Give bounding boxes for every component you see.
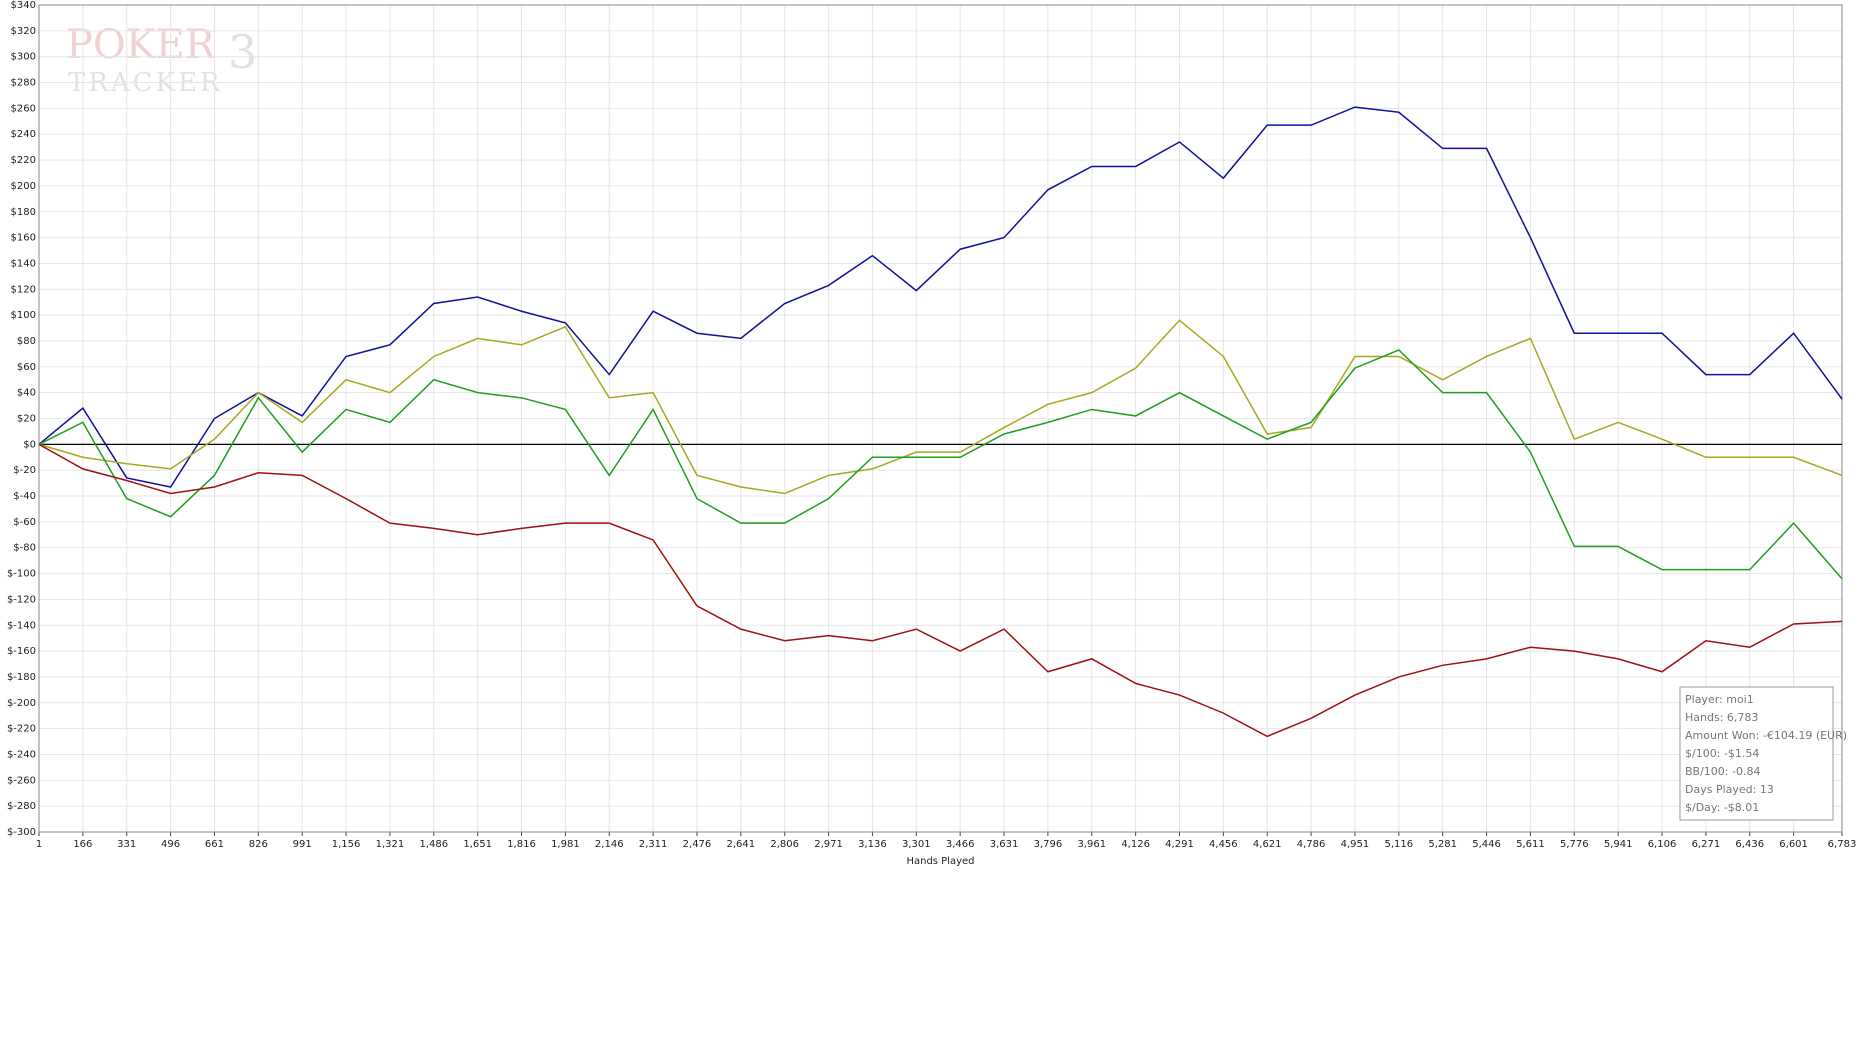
x-tick-label: 6,106	[1648, 839, 1677, 850]
x-tick-label: 4,456	[1209, 839, 1238, 850]
info-line: Player: moi1	[1685, 693, 1754, 706]
watermark-text: POKER	[66, 22, 217, 68]
x-tick-label: 6,783	[1828, 839, 1857, 850]
x-tick-label: 5,281	[1428, 839, 1457, 850]
watermark-version: 3	[228, 25, 257, 79]
x-tick-label: 6,601	[1779, 839, 1808, 850]
y-tick-label: $100	[11, 310, 36, 321]
x-tick-label: 2,971	[814, 839, 843, 850]
x-tick-label: 826	[249, 839, 268, 850]
y-tick-label: $-200	[7, 698, 36, 709]
x-axis-label: Hands Played	[906, 856, 974, 867]
y-tick-label: $-120	[7, 594, 36, 605]
y-tick-label: $220	[11, 155, 36, 166]
y-tick-label: $-140	[7, 620, 36, 631]
y-tick-label: $-220	[7, 724, 36, 735]
series-line	[38, 106, 1843, 488]
x-tick-label: 6,271	[1692, 839, 1721, 850]
y-tick-label: $-100	[7, 569, 36, 580]
y-tick-label: $340	[11, 0, 36, 11]
series-line	[38, 319, 1843, 495]
x-tick-label: 1	[36, 839, 42, 850]
x-tick-label: 2,476	[683, 839, 712, 850]
x-tick-label: 4,951	[1341, 839, 1370, 850]
info-box: Player: moi1 Hands: 6,783 Amount Won: -€10…	[1679, 686, 1847, 821]
y-tick-label: $160	[11, 233, 36, 244]
x-tick-label: 2,641	[727, 839, 756, 850]
plot-frame	[38, 4, 1843, 833]
x-tick-label: 3,631	[990, 839, 1019, 850]
x-tick-label: 5,776	[1560, 839, 1589, 850]
y-tick-label: $-240	[7, 749, 36, 760]
x-tick-label: 331	[117, 839, 136, 850]
x-tick-label: 4,126	[1121, 839, 1150, 850]
x-tick-label: 2,806	[770, 839, 799, 850]
x-tick-label: 3,796	[1034, 839, 1063, 850]
info-line: $/Day: -$8.01	[1685, 801, 1759, 814]
y-tick-label: $40	[17, 388, 36, 399]
y-tick-label: $300	[11, 52, 36, 63]
x-tick-label: 5,116	[1385, 839, 1414, 850]
x-tick-label: 1,651	[463, 839, 492, 850]
y-tick-label: $60	[17, 362, 36, 373]
x-tick-label: 3,136	[858, 839, 887, 850]
y-tick-label: $-80	[13, 543, 36, 554]
x-tick-label: 991	[293, 839, 312, 850]
y-tick-label: $-300	[7, 827, 36, 838]
y-tick-label: $-180	[7, 672, 36, 683]
x-tick-label: 5,446	[1472, 839, 1501, 850]
series-line	[38, 443, 1843, 738]
x-tick-label: 166	[73, 839, 92, 850]
x-tick-label: 3,466	[946, 839, 975, 850]
y-tick-label: $260	[11, 103, 36, 114]
info-line: $/100: -$1.54	[1685, 747, 1759, 760]
info-line: Hands: 6,783	[1685, 711, 1758, 724]
y-tick-label: $180	[11, 207, 36, 218]
info-line: Days Played: 13	[1685, 783, 1774, 796]
y-tick-label: $200	[11, 181, 36, 192]
y-tick-label: $-60	[13, 517, 36, 528]
x-tick-label: 1,981	[551, 839, 580, 850]
y-tick-label: $-160	[7, 646, 36, 657]
info-line: Amount Won: -€104.19 (EUR)	[1685, 729, 1847, 742]
y-tick-label: $-260	[7, 775, 36, 786]
x-tick-label: 4,291	[1165, 839, 1194, 850]
x-tick-label: 4,786	[1297, 839, 1326, 850]
x-tick-label: 4,621	[1253, 839, 1282, 850]
x-tick-label: 1,156	[332, 839, 361, 850]
info-box-frame	[1679, 686, 1834, 821]
x-tick-label: 1,486	[419, 839, 448, 850]
x-tick-label: 5,611	[1516, 839, 1545, 850]
x-tick-label: 2,311	[639, 839, 668, 850]
y-tick-label: $240	[11, 129, 36, 140]
x-tick-label: 2,146	[595, 839, 624, 850]
x-tick-label: 496	[161, 839, 180, 850]
x-tick-label: 3,961	[1077, 839, 1106, 850]
x-tick-label: 5,941	[1604, 839, 1633, 850]
y-tick-label: $120	[11, 284, 36, 295]
y-tick-label: $140	[11, 258, 36, 269]
grid	[38, 4, 1843, 833]
y-tick-label: $-40	[13, 491, 36, 502]
x-tick-label: 1,321	[376, 839, 405, 850]
x-tick-label: 3,301	[902, 839, 931, 850]
series-line	[38, 349, 1843, 580]
y-tick-label: $80	[17, 336, 36, 347]
y-tick-label: $320	[11, 26, 36, 37]
y-tick-label: $-280	[7, 801, 36, 812]
watermark: POKER TRACKER 3	[66, 22, 257, 98]
y-tick-label: $280	[11, 78, 36, 89]
x-tick-label: 1,816	[507, 839, 536, 850]
y-tick-label: $0	[23, 439, 36, 450]
y-tick-label: $-20	[13, 465, 36, 476]
info-line: BB/100: -0.84	[1685, 765, 1760, 778]
y-tick-label: $20	[17, 414, 36, 425]
x-tick-label: 6,436	[1735, 839, 1764, 850]
x-tick-label: 661	[205, 839, 224, 850]
